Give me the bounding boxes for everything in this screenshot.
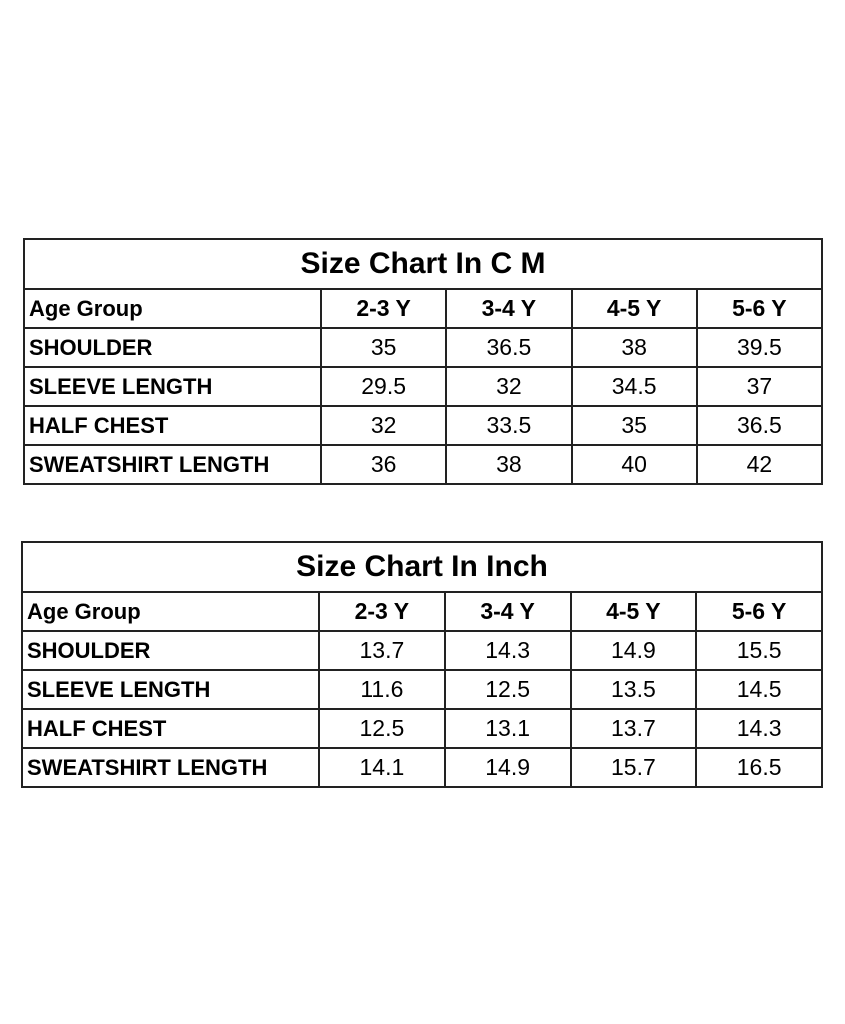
- table-cell: 14.9: [443, 747, 572, 788]
- row-label: SWEATSHIRT LENGTH: [21, 747, 320, 788]
- table-cell: 39.5: [695, 327, 824, 368]
- row-label: SHOULDER: [21, 630, 320, 671]
- table-cell: 42: [695, 444, 824, 485]
- column-header: 2-3 Y: [319, 288, 448, 329]
- table-row: SHOULDER 13.7 14.3 14.9 15.5: [21, 630, 823, 671]
- column-header: 3-4 Y: [443, 591, 572, 632]
- table-cell: 32: [445, 366, 573, 407]
- table-row: HALF CHEST 32 33.5 35 36.5: [23, 405, 824, 446]
- table-cell: 14.5: [695, 669, 823, 710]
- table-title: Size Chart In Inch: [21, 541, 823, 593]
- table-cell: 14.1: [318, 747, 446, 788]
- table-cell: 29.5: [319, 366, 448, 407]
- table-cell: 14.3: [443, 630, 572, 671]
- row-label: SHOULDER: [23, 327, 322, 368]
- table-cell: 35: [319, 327, 448, 368]
- table-cell: 40: [570, 444, 698, 485]
- table-cell: 15.7: [569, 747, 698, 788]
- row-label: HALF CHEST: [21, 708, 320, 749]
- table-row: SWEATSHIRT LENGTH 36 38 40 42: [23, 444, 824, 485]
- table-cell: 12.5: [443, 669, 572, 710]
- table-cell: 15.5: [695, 630, 823, 671]
- table-row: SLEEVE LENGTH 11.6 12.5 13.5 14.5: [21, 669, 823, 710]
- table-cell: 13.7: [318, 630, 446, 671]
- table-cell: 38: [570, 327, 698, 368]
- table-cell: 36.5: [445, 327, 573, 368]
- table-cell: 36.5: [695, 405, 824, 446]
- size-chart-cm-table: Size Chart In C M Age Group 2-3 Y 3-4 Y 4-5 …: [23, 238, 824, 485]
- row-label: SWEATSHIRT LENGTH: [23, 444, 322, 485]
- table-cell: 11.6: [318, 669, 446, 710]
- column-header: 5-6 Y: [695, 288, 824, 329]
- size-chart-inch-table: Size Chart In Inch Age Group 2-3 Y 3-4 Y 4-5…: [21, 541, 823, 788]
- table-cell: 12.5: [318, 708, 446, 749]
- table-row: SWEATSHIRT LENGTH 14.1 14.9 15.7 16.5: [21, 747, 823, 788]
- table-row: SHOULDER 35 36.5 38 39.5: [23, 327, 824, 368]
- table-cell: 33.5: [445, 405, 573, 446]
- header-row: Age Group 2-3 Y 3-4 Y 4-5 Y 5-6 Y: [23, 288, 824, 329]
- title-row: Size Chart In Inch: [21, 541, 823, 593]
- column-header: 2-3 Y: [318, 591, 446, 632]
- row-label: HALF CHEST: [23, 405, 322, 446]
- title-row: Size Chart In C M: [23, 238, 823, 290]
- row-label: SLEEVE LENGTH: [21, 669, 320, 710]
- table-cell: 14.9: [569, 630, 698, 671]
- table-cell: 36: [319, 444, 448, 485]
- table-cell: 37: [695, 366, 824, 407]
- table-cell: 13.1: [443, 708, 572, 749]
- table-cell: 13.5: [569, 669, 698, 710]
- table-cell: 35: [570, 405, 698, 446]
- table-cell: 14.3: [695, 708, 823, 749]
- column-header: 4-5 Y: [570, 288, 698, 329]
- column-header: 5-6 Y: [695, 591, 823, 632]
- table-title: Size Chart In C M: [23, 238, 823, 290]
- table-cell: 34.5: [570, 366, 698, 407]
- row-label: SLEEVE LENGTH: [23, 366, 322, 407]
- header-row: Age Group 2-3 Y 3-4 Y 4-5 Y 5-6 Y: [21, 591, 823, 632]
- table-cell: 32: [319, 405, 448, 446]
- column-header: 4-5 Y: [569, 591, 698, 632]
- table-row: HALF CHEST 12.5 13.1 13.7 14.3: [21, 708, 823, 749]
- column-header: Age Group: [23, 288, 322, 329]
- table-cell: 13.7: [569, 708, 698, 749]
- column-header: 3-4 Y: [445, 288, 573, 329]
- table-cell: 16.5: [695, 747, 823, 788]
- table-cell: 38: [445, 444, 573, 485]
- column-header: Age Group: [21, 591, 320, 632]
- table-row: SLEEVE LENGTH 29.5 32 34.5 37: [23, 366, 824, 407]
